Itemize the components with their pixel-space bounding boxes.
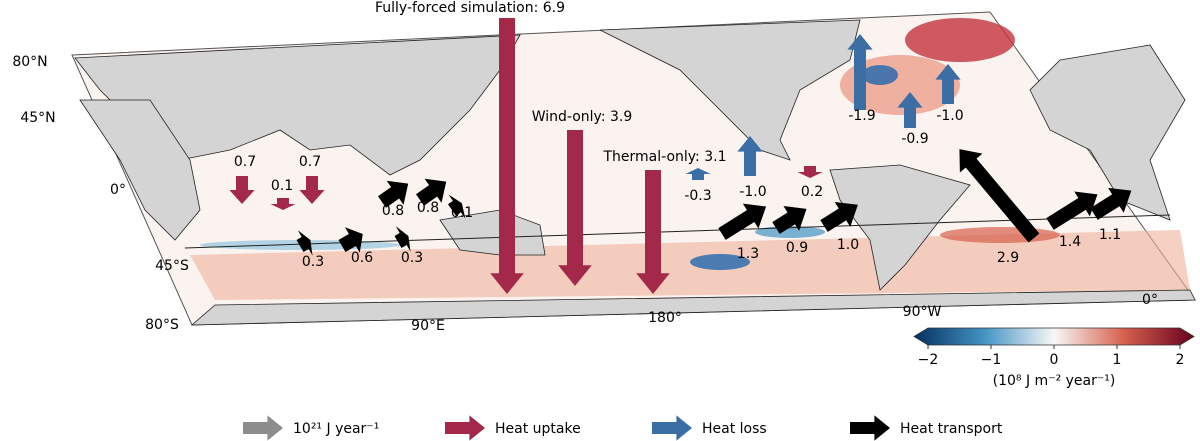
arrow [296,230,313,256]
legend-label: Heat transport [900,421,1003,437]
arrow [243,415,283,441]
arrow-value-label: 1.0 [837,237,859,253]
arrow-value-label: -0.3 [684,188,711,204]
arrow [897,92,923,128]
arrow-value-label: 0.2 [801,184,823,200]
anomaly-patch [755,226,825,238]
legend-label: Heat loss [702,421,767,437]
arrow [850,415,890,441]
arrow [270,198,296,210]
legend-label: Heat uptake [495,421,581,437]
arrow [737,136,763,176]
arrow-value-label: 2.9 [997,250,1019,266]
arrow [685,168,711,180]
colorbar [913,327,1195,346]
arrow [338,227,363,253]
arrow-value-label: -1.0 [739,184,766,200]
arrow [1090,187,1132,220]
anomaly-patch [940,227,1060,243]
longitude-label: 90°E [411,318,445,334]
simulation-label: Fully-forced simulation: 6.9 [375,0,565,16]
latitude-label: 80°N [12,54,47,70]
arrow [718,203,767,240]
simulation-label: Thermal-only: 3.1 [603,149,727,165]
anomaly-patch [190,230,1190,300]
longitude-label: 180° [648,310,682,326]
arrow [447,194,466,219]
arrow [415,178,447,206]
arrow-value-label: 1.1 [1099,227,1121,243]
arrow [935,64,961,104]
longitude-label: 90°W [903,304,942,320]
arrow [1046,191,1098,230]
arrow-value-label: 1.3 [737,246,759,262]
longitude-label: 0° [1142,292,1158,308]
land-antarctica [190,289,1196,326]
arrow-value-label: 0.6 [351,250,373,266]
arrow-value-label: -0.9 [901,131,928,147]
anomaly-patch [905,18,1015,62]
arrow-value-label: -1.9 [848,108,875,124]
arrow [772,205,807,234]
arrow-value-label: 0.8 [417,200,439,216]
land-north-america [599,19,861,161]
latitude-label: 45°N [20,110,55,126]
arrow [490,18,524,294]
arrows [229,18,1132,294]
arrow [652,415,692,441]
latitude-label: 0° [110,182,126,198]
arrow [299,176,325,204]
simulation-label: Wind-only: 3.9 [532,109,633,125]
arrow [797,166,823,178]
legend-label: 10²¹ J year⁻¹ [293,421,379,437]
arrow [445,415,485,441]
colorbar-tick-label: 0 [1050,352,1059,368]
arrow-value-label: 1.4 [1059,234,1081,250]
colorbar-tick-label: 1 [1113,352,1122,368]
arrow-value-label: 0.3 [401,250,423,266]
arrow-value-label: -1.0 [936,108,963,124]
colorbar-label: (10⁸ J m⁻² year⁻¹) [993,373,1116,389]
land-africa [79,99,201,241]
arrow [558,130,592,286]
arrow [394,226,411,252]
anomaly-patch [690,254,750,270]
arrow [636,170,670,294]
arrow [847,34,873,110]
arrow [959,149,1040,243]
latitude-label: 45°S [155,258,189,274]
colorbar-tick-label: 2 [1176,352,1185,368]
colorbar-bar [913,327,1195,346]
anomaly-patch [862,65,898,85]
arrow-value-label: 0.7 [234,154,256,170]
arrow-value-label: 0.1 [451,205,473,221]
land-africa-east [1029,44,1186,221]
latitude-label: 80°S [145,317,179,333]
arrow [820,201,858,232]
arrow [377,180,409,208]
arrow-value-label: 0.7 [299,154,321,170]
arrow-value-label: 0.8 [382,203,404,219]
colorbar-tick-label: −1 [981,352,1002,368]
arrow-value-label: 0.9 [786,240,808,256]
arrow-value-label: 0.1 [271,178,293,194]
arrow-value-label: 0.3 [302,254,324,270]
colorbar-tick-label: −2 [918,352,939,368]
